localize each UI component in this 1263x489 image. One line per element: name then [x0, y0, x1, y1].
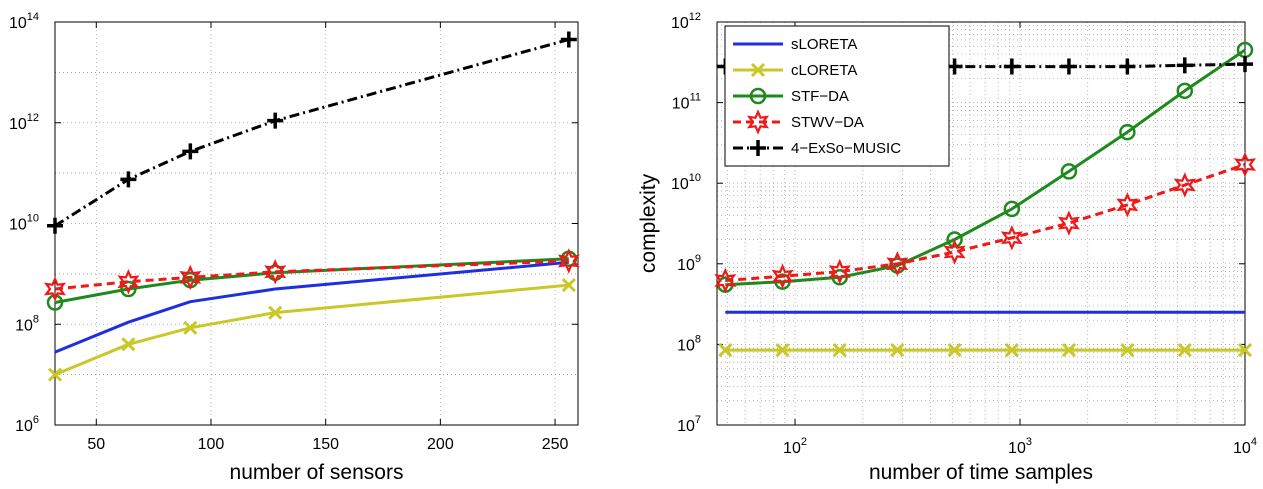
- data-point-cloreta: [718, 343, 733, 358]
- data-point-exso: [1060, 58, 1077, 75]
- data-point-cloreta: [1237, 343, 1253, 358]
- series-line-stwvda: [725, 163, 1246, 282]
- data-point-exso: [182, 143, 199, 160]
- data-point-stwvda: [1057, 210, 1080, 236]
- data-point-cloreta: [268, 305, 283, 320]
- data-point-stwvda: [264, 259, 287, 285]
- data-point-exso: [1237, 56, 1253, 73]
- series-line-cloreta: [54, 283, 569, 376]
- series-stwvda: [43, 248, 580, 302]
- legend: sLORETA cLORETA STF−DA STWV−DA 4−ExSo−MUSIC: [724, 25, 950, 167]
- y-tick-label: 1014: [9, 11, 39, 32]
- x-tick-label: 50: [87, 436, 105, 453]
- x-tick-label: 102: [783, 436, 807, 457]
- data-point-stwvda: [1173, 172, 1196, 198]
- y-tick-label: 107: [677, 414, 701, 435]
- legend-label-stfda: STF−DA: [791, 88, 849, 105]
- legend-label-exso: 4−ExSo−MUSIC: [791, 140, 901, 157]
- data-point-cloreta: [47, 367, 63, 382]
- y-tick-label: 108: [15, 313, 39, 334]
- series-cloreta: [718, 343, 1253, 358]
- series-stwvda: [714, 151, 1257, 294]
- data-point-exso: [560, 31, 577, 48]
- data-point-stwvda: [117, 269, 140, 295]
- series-exso: [47, 31, 577, 234]
- series-line-exso: [54, 38, 570, 228]
- data-point-stwvda: [771, 263, 794, 290]
- data-point-stfda: [46, 294, 64, 311]
- data-point-stwvda: [1233, 151, 1257, 178]
- data-point-cloreta: [832, 343, 847, 358]
- y-tick-label: 1010: [9, 213, 39, 234]
- data-point-stwvda: [886, 251, 909, 277]
- data-point-exso: [47, 217, 63, 234]
- x-tick-label: 150: [312, 436, 339, 453]
- data-point-stwvda: [828, 258, 851, 285]
- tick-labels: 50 100 150 200 250 106 108 1010 1012 1014: [9, 11, 578, 453]
- data-point-cloreta: [561, 277, 576, 293]
- x-tick-label: 250: [542, 436, 569, 453]
- y-tick-label: 1012: [9, 112, 39, 133]
- legend-marker-stfda: [749, 87, 767, 105]
- data-point-stfda: [946, 231, 963, 248]
- series-cloreta: [47, 277, 576, 382]
- data-point-cloreta: [1120, 343, 1135, 358]
- data-point-cloreta: [1177, 343, 1192, 358]
- series-stfda: [717, 41, 1254, 293]
- data-point-exso: [120, 171, 137, 188]
- x-tick-label: 104: [1233, 436, 1257, 457]
- data-point-stfda: [120, 280, 137, 298]
- legend-marker-cloreta: [750, 62, 766, 78]
- y-tick-label: 106: [15, 414, 39, 435]
- chart-time-samples: 102 103 104 107 108 109 1010 1011 1012 number of …: [637, 11, 1257, 484]
- y-tick-label: 108: [677, 333, 701, 354]
- legend-marker-exso: [750, 140, 766, 156]
- data-point-stwvda: [943, 239, 966, 265]
- data-point-cloreta: [890, 343, 905, 358]
- x-tick-label: 103: [1008, 436, 1032, 457]
- data-point-exso: [1176, 57, 1193, 74]
- grid-lines: [55, 21, 578, 426]
- data-point-exso: [267, 112, 284, 129]
- data-point-stfda: [1003, 200, 1021, 218]
- y-axis-label: complexity: [637, 173, 660, 273]
- legend-label-stwvda: STWV−DA: [791, 114, 864, 131]
- y-tick-label: 109: [677, 253, 701, 274]
- y-tick-label: 1011: [672, 92, 701, 113]
- data-point-stfda: [1060, 163, 1078, 180]
- x-tick-label: 100: [198, 436, 225, 453]
- data-point-cloreta: [775, 343, 790, 358]
- tick-labels: 102 103 104 107 108 109 1010 1011 1012: [671, 11, 1257, 457]
- data-point-cloreta: [947, 343, 962, 358]
- x-axis-label: number of sensors: [230, 461, 404, 484]
- data-point-stwvda: [557, 248, 580, 274]
- data-point-stfda: [1176, 82, 1194, 100]
- data-point-stwvda: [43, 276, 67, 302]
- data-point-exso: [1003, 58, 1020, 75]
- data-point-exso: [1119, 58, 1136, 75]
- chart-sensors: 50 100 150 200 250 106 108 1010 1012 1014 number o…: [9, 11, 580, 484]
- legend-label-cloreta: cLORETA: [791, 62, 857, 79]
- x-axis-label: number of time samples: [869, 461, 1093, 484]
- y-tick-label: 1010: [671, 172, 701, 193]
- y-tick-label: 1012: [671, 11, 701, 32]
- plot-frame: [716, 21, 1246, 426]
- data-point-stwvda: [714, 267, 737, 294]
- data-point-cloreta: [1004, 343, 1019, 358]
- series-line-stfda: [725, 48, 1246, 287]
- data-point-stwvda: [1000, 225, 1023, 251]
- x-tick-label: 200: [427, 436, 454, 453]
- legend-label-sloreta: sLORETA: [791, 36, 857, 53]
- data-point-stwvda: [1116, 192, 1139, 218]
- legend-marker-stwvda: [746, 109, 770, 135]
- data-point-cloreta: [183, 320, 198, 335]
- series-line-sloreta: [54, 260, 569, 354]
- data-point-cloreta: [121, 337, 136, 352]
- data-point-stfda: [1119, 123, 1136, 141]
- series-line-stwvda: [54, 259, 569, 291]
- series-sloreta: [54, 260, 569, 354]
- data-point-stwvda: [179, 264, 202, 291]
- data-point-cloreta: [1061, 343, 1077, 358]
